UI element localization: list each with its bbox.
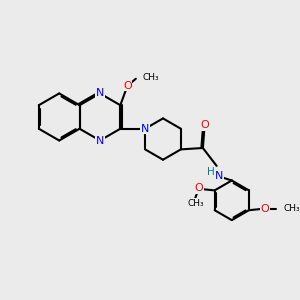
Text: N: N <box>141 124 149 134</box>
Text: N: N <box>215 170 224 181</box>
Text: O: O <box>123 81 132 91</box>
Text: CH₃: CH₃ <box>187 199 204 208</box>
Text: O: O <box>195 184 203 194</box>
Text: CH₃: CH₃ <box>284 204 300 213</box>
Text: O: O <box>200 120 209 130</box>
Text: O: O <box>260 204 269 214</box>
Text: N: N <box>96 136 104 146</box>
Text: H: H <box>207 167 214 177</box>
Text: CH₃: CH₃ <box>143 73 159 82</box>
Text: N: N <box>96 88 104 98</box>
